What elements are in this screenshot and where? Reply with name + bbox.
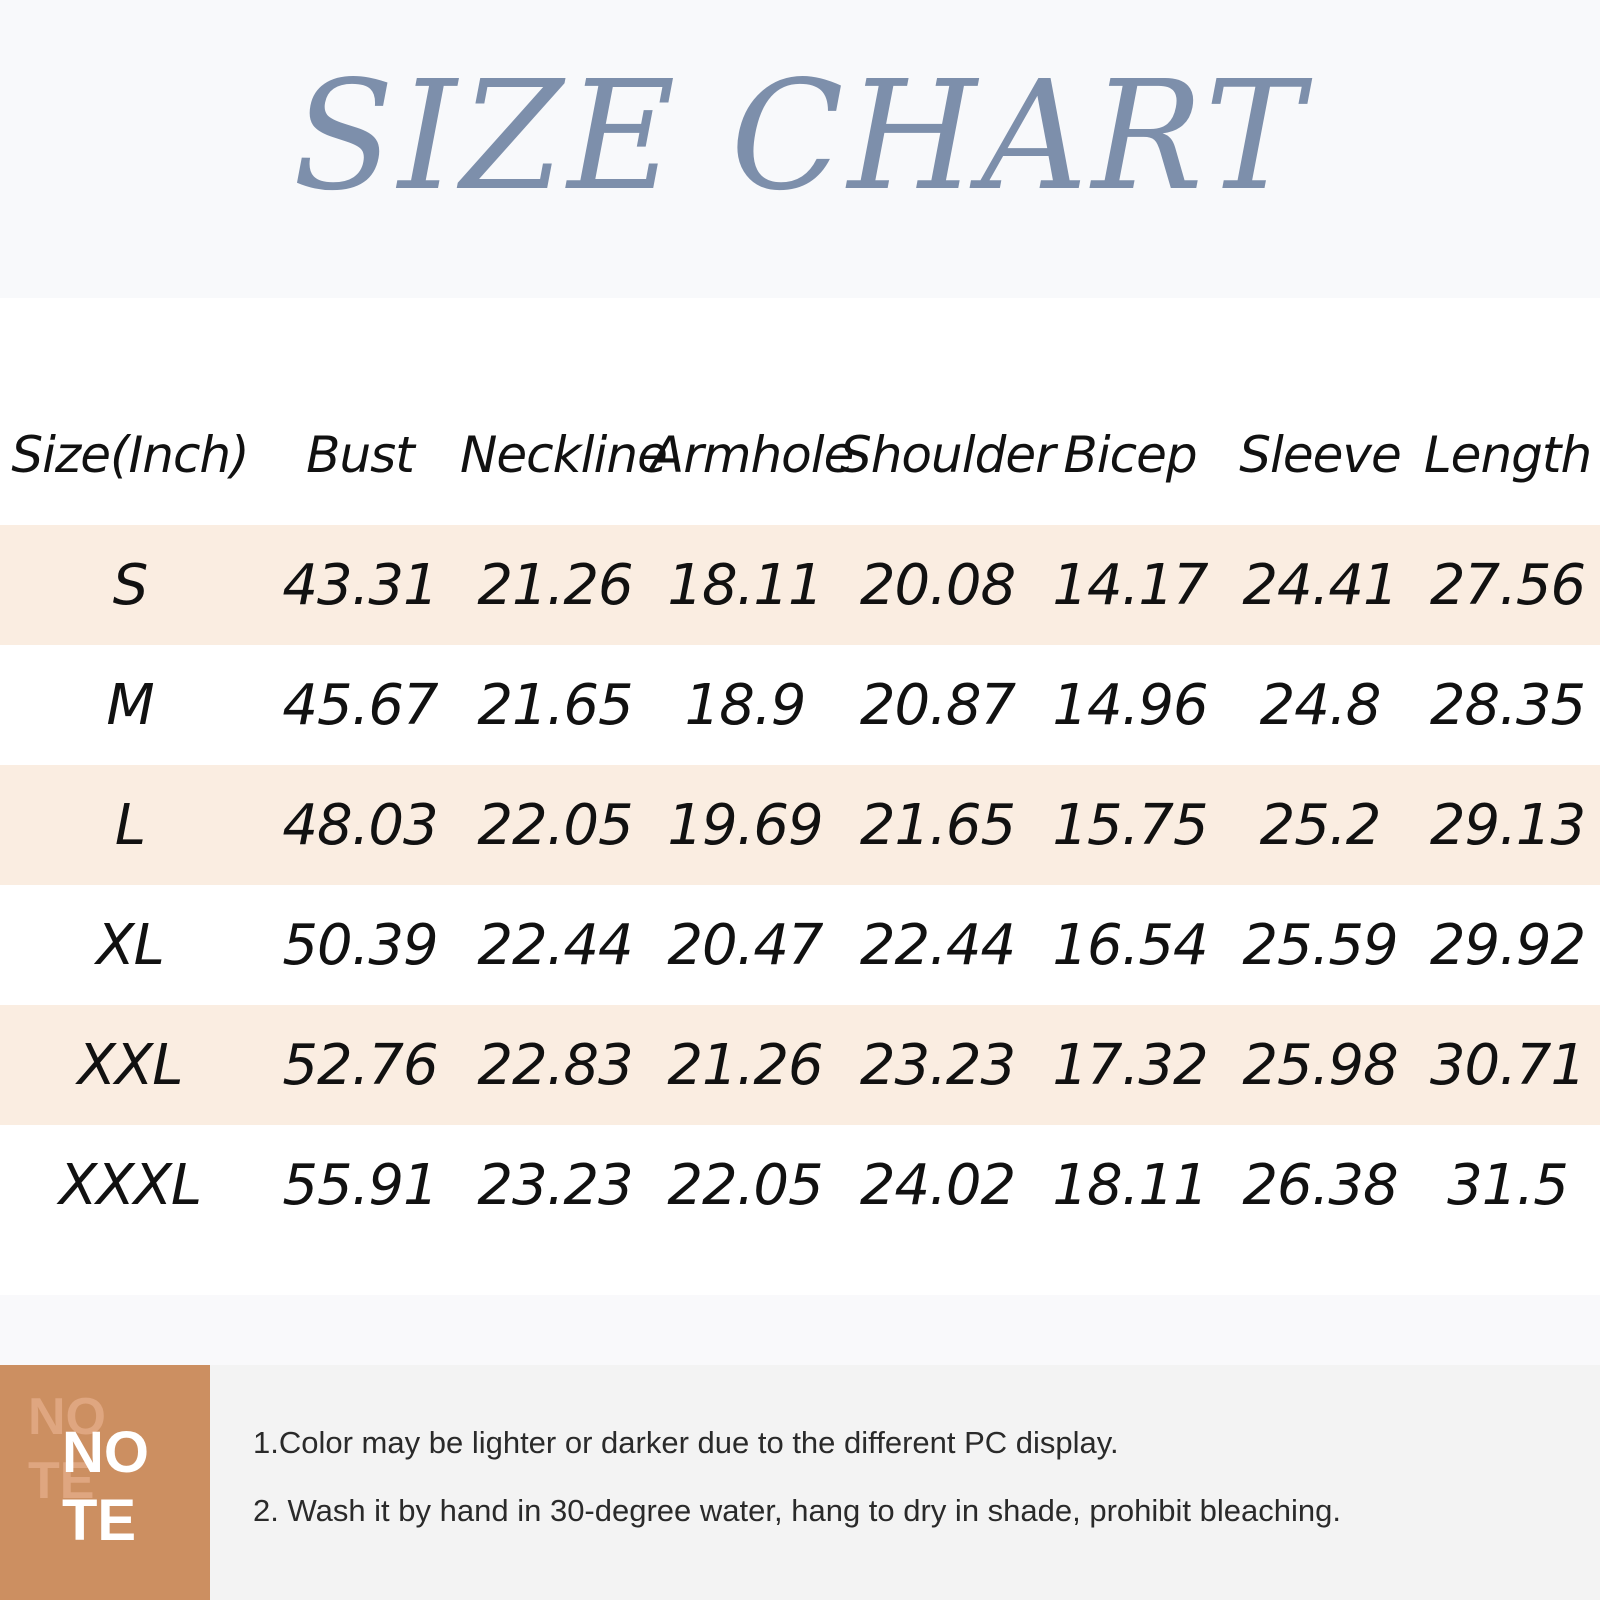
note-badge-ghost: NO TE (28, 1385, 106, 1513)
shoulder-cell: 23.23 (859, 1032, 1016, 1098)
shoulder-cell: 20.08 (859, 552, 1016, 618)
bicep-cell: 18.11 (1052, 1152, 1208, 1218)
bicep-cell: 16.54 (1052, 912, 1208, 978)
neckline-cell: 21.26 (477, 552, 633, 618)
bust-cell: 45.67 (282, 672, 438, 738)
sleeve-cell: 25.98 (1242, 1032, 1398, 1098)
bust-cell: 55.91 (282, 1152, 438, 1218)
shoulder-cell: 20.87 (859, 672, 1016, 738)
shoulder-cell: 22.44 (859, 912, 1016, 978)
sleeve-cell: 26.38 (1242, 1152, 1398, 1218)
bicep-cell: 14.96 (1052, 672, 1208, 738)
bicep-cell: 14.17 (1052, 552, 1208, 618)
note-panel: NO TE NO TE 1.Color may be lighter or da… (0, 1365, 1600, 1600)
armhole-cell: 18.9 (684, 672, 807, 738)
length-cell: 30.71 (1429, 1032, 1586, 1098)
length-cell: 29.13 (1429, 792, 1586, 858)
armhole-cell: 21.26 (667, 1032, 823, 1098)
header-shoulder: Shoulder (840, 426, 1056, 484)
neckline-cell: 22.44 (477, 912, 633, 978)
table-row: S 43.31 21.26 18.11 20.08 14.17 24.41 27… (0, 525, 1600, 645)
note-item-wash: 2. Wash it by hand in 30-degree water, h… (253, 1493, 1341, 1528)
bicep-cell: 15.75 (1052, 792, 1208, 858)
bust-cell: 48.03 (282, 792, 438, 858)
size-cell: L (114, 792, 146, 858)
table-row: XL 50.39 22.44 20.47 22.44 16.54 25.59 2… (0, 885, 1600, 1005)
table-row: XXL 52.76 22.83 21.26 23.23 17.32 25.98 … (0, 1005, 1600, 1125)
neckline-cell: 23.23 (477, 1152, 633, 1218)
bust-cell: 50.39 (282, 912, 438, 978)
armhole-cell: 22.05 (667, 1152, 823, 1218)
note-ghost-line1: NO (28, 1388, 106, 1446)
size-cell: XL (96, 912, 165, 978)
shoulder-cell: 21.65 (859, 792, 1016, 858)
sleeve-cell: 25.59 (1242, 912, 1398, 978)
table-row: M 45.67 21.65 18.9 20.87 14.96 24.8 28.3… (0, 645, 1600, 765)
length-cell: 28.35 (1429, 672, 1586, 738)
shoulder-cell: 24.02 (859, 1152, 1016, 1218)
header-sleeve: Sleeve (1239, 426, 1402, 484)
title-band: SIZE CHART (0, 0, 1600, 298)
note-badge: NO TE NO TE (0, 1365, 210, 1600)
note-item-color: 1.Color may be lighter or darker due to … (253, 1425, 1119, 1460)
length-cell: 27.56 (1429, 552, 1586, 618)
sleeve-cell: 24.41 (1242, 552, 1398, 618)
note-badge-line1: NO (62, 1420, 149, 1485)
bust-cell: 52.76 (282, 1032, 438, 1098)
table-row: L 48.03 22.05 19.69 21.65 15.75 25.2 29.… (0, 765, 1600, 885)
bust-cell: 43.31 (282, 552, 438, 618)
header-bicep: Bicep (1063, 426, 1197, 484)
note-badge-label: NO TE (62, 1419, 149, 1555)
table-row: XXXL 55.91 23.23 22.05 24.02 18.11 26.38… (0, 1125, 1600, 1245)
header-armhole: Armhole (650, 426, 854, 484)
sleeve-cell: 24.8 (1259, 672, 1382, 738)
bicep-cell: 17.32 (1052, 1032, 1208, 1098)
size-cell: XXL (77, 1032, 184, 1098)
size-table: Size(Inch) Bust Neckline Armhole Shoulde… (0, 385, 1600, 1245)
neckline-cell: 21.65 (477, 672, 633, 738)
armhole-cell: 18.11 (667, 552, 823, 618)
length-cell: 31.5 (1447, 1152, 1569, 1218)
page-title: SIZE CHART (292, 48, 1308, 224)
header-size: Size(Inch) (11, 426, 249, 484)
sleeve-cell: 25.2 (1259, 792, 1382, 858)
header-length: Length (1423, 426, 1592, 484)
neckline-cell: 22.83 (477, 1032, 633, 1098)
spacer-band (0, 1295, 1600, 1365)
armhole-cell: 19.69 (667, 792, 823, 858)
note-badge-line2: TE (62, 1488, 137, 1553)
size-cell: S (112, 552, 149, 618)
table-header-row: Size(Inch) Bust Neckline Armhole Shoulde… (0, 385, 1600, 525)
size-cell: XXXL (58, 1152, 202, 1218)
header-bust: Bust (306, 426, 415, 484)
length-cell: 29.92 (1429, 912, 1586, 978)
header-neckline: Neckline (460, 426, 668, 484)
size-cell: M (106, 672, 154, 738)
note-ghost-line2: TE (28, 1452, 95, 1510)
armhole-cell: 20.47 (667, 912, 823, 978)
neckline-cell: 22.05 (477, 792, 633, 858)
